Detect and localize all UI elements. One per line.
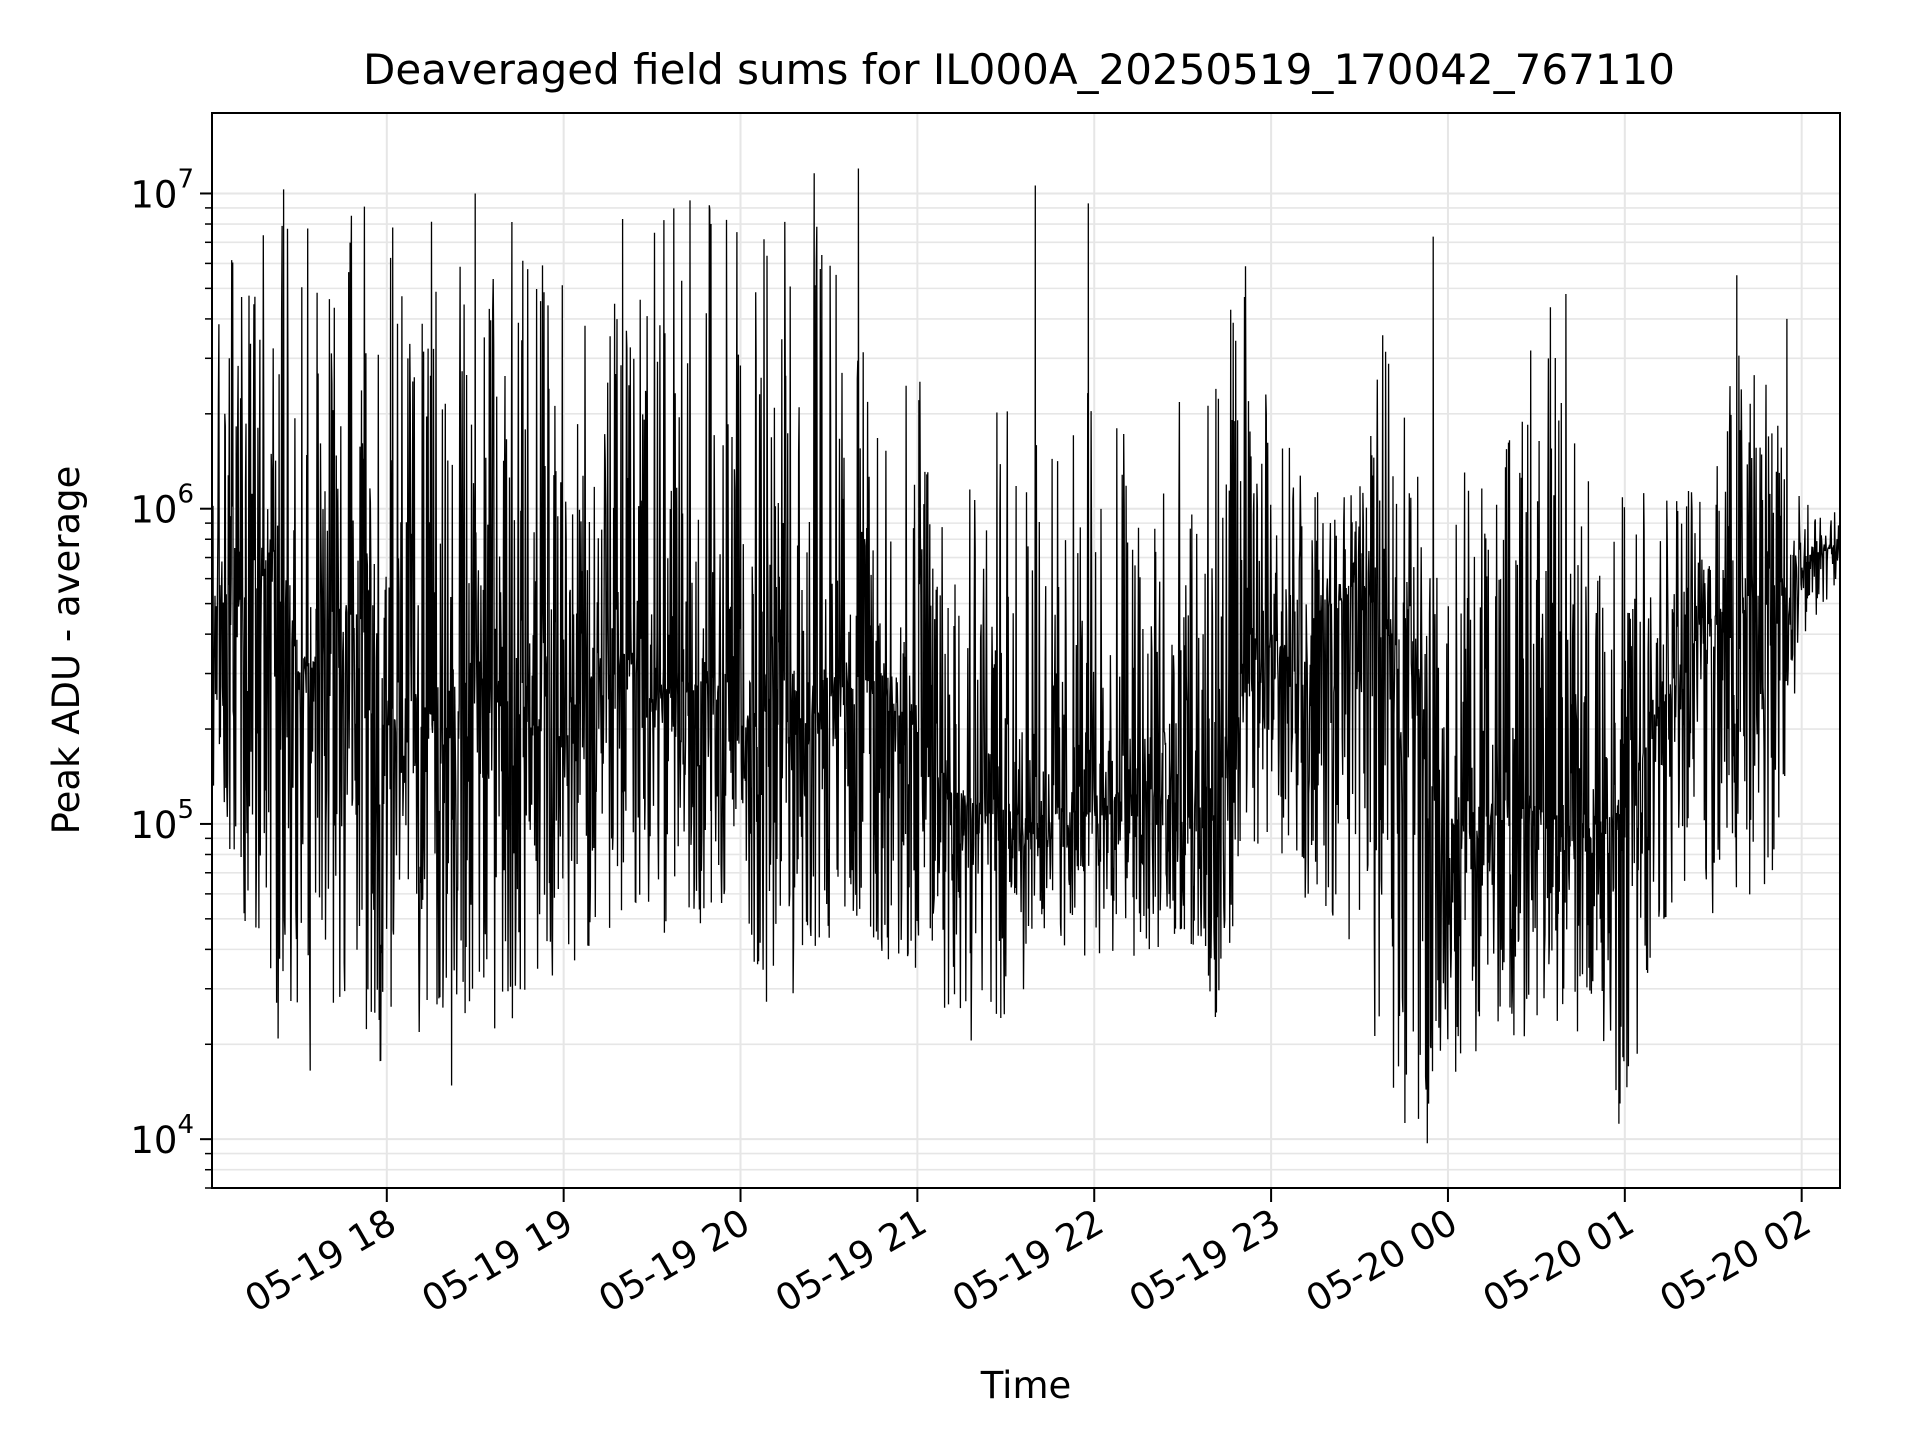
series-line [211,168,1841,1144]
y-axis: 104 105 106 107 [130,164,212,1189]
y-tick-label: 105 [130,795,194,847]
x-axis-label: Time [980,1364,1072,1407]
y-axis-label: Peak ADU - average [45,466,88,835]
axes-frame [211,112,1841,1189]
chart-title: Deaveraged field sums for IL000A_2025051… [363,45,1675,94]
y-tick-label: 106 [130,480,194,532]
plot-area [211,168,1841,1144]
y-tick-label: 104 [130,1110,194,1162]
y-tick-label: 107 [130,164,194,216]
